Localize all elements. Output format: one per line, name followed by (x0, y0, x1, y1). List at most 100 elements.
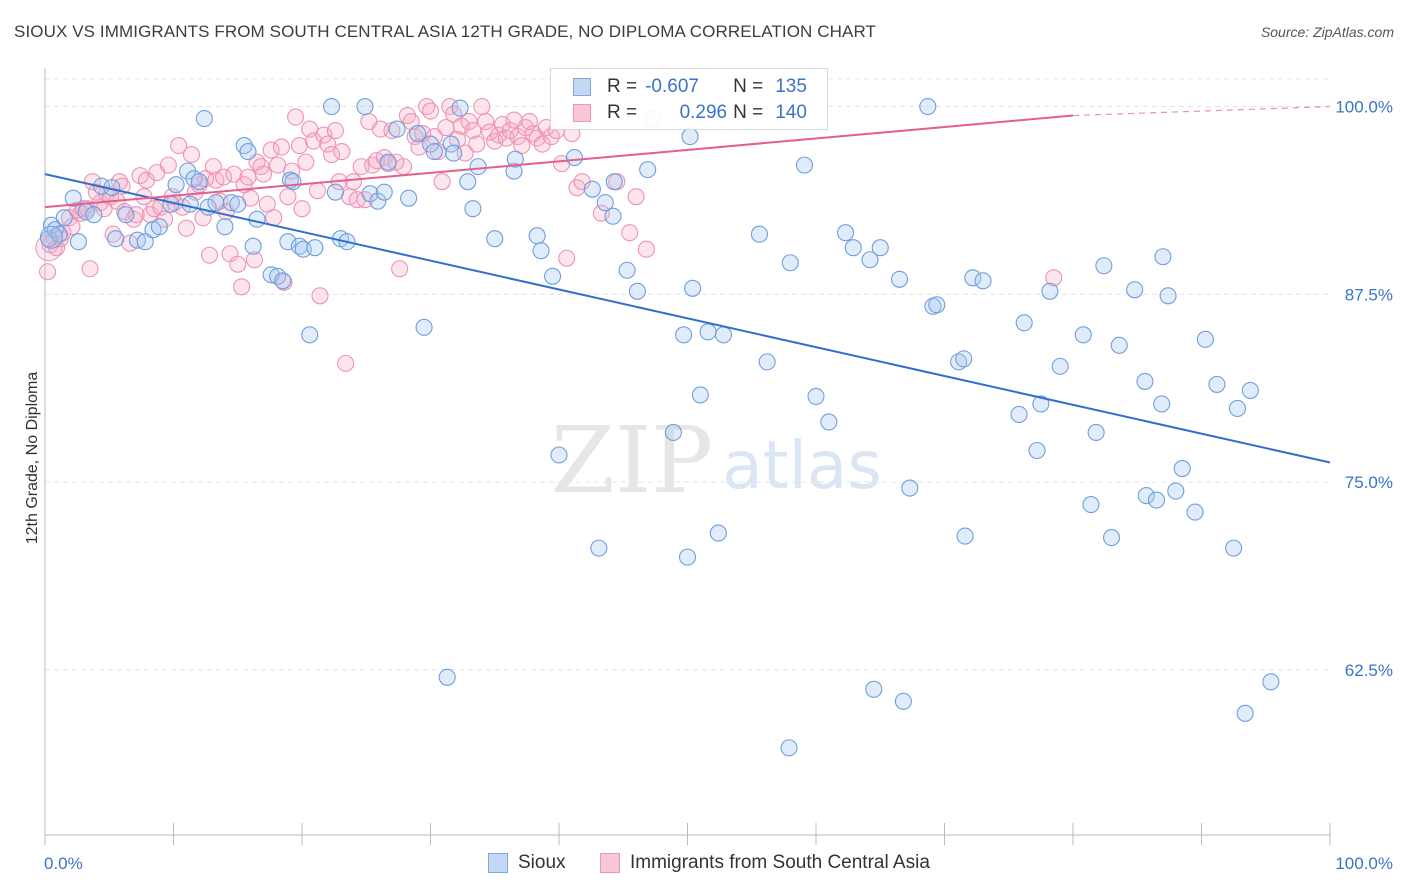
data-point-sioux (69, 233, 87, 251)
data-point-sioux (1082, 496, 1100, 514)
data-point-immigrants (421, 102, 440, 120)
data-point-immigrants (326, 122, 344, 140)
series-immigrants-south-central-asia (35, 97, 1063, 372)
data-point-sioux (185, 170, 203, 188)
data-point-immigrants (323, 146, 341, 164)
data-point-immigrants (279, 188, 297, 206)
data-point-sioux (506, 150, 524, 168)
data-point-immigrants (456, 144, 474, 162)
data-point-sioux (375, 183, 393, 201)
data-point-sioux (400, 189, 418, 207)
y-tick-label: 87.5% (1345, 285, 1393, 304)
data-point-sioux (684, 279, 702, 297)
data-point-sioux (1196, 330, 1214, 348)
legend-n-label: N = (733, 102, 764, 123)
data-point-immigrants (311, 287, 329, 305)
legend-n-value: 140 (775, 102, 807, 123)
data-point-sioux (956, 527, 974, 545)
data-point-sioux (207, 194, 225, 212)
data-point-immigrants (159, 156, 177, 174)
legend-swatch-immigrants (573, 104, 591, 122)
y-tick-label: 100.0% (1335, 98, 1393, 117)
data-point-sioux (438, 668, 456, 686)
data-point-sioux (628, 282, 646, 300)
data-point-immigrants (391, 260, 409, 278)
data-point-sioux (1262, 673, 1280, 691)
watermark: ZIP atlas (551, 407, 882, 514)
data-point-sioux (409, 125, 427, 143)
data-point-sioux (425, 143, 443, 161)
data-point-immigrants (319, 135, 337, 153)
data-point-sioux (820, 413, 838, 431)
data-point-sioux (1032, 395, 1050, 413)
legend-item-immigrants[interactable]: Immigrants from South Central Asia (600, 852, 930, 874)
data-point-immigrants (445, 105, 463, 123)
data-point-sioux (379, 153, 397, 171)
data-point-sioux (50, 225, 68, 243)
data-point-immigrants (297, 153, 315, 171)
data-point-immigrants (308, 182, 326, 200)
data-point-immigrants (627, 188, 645, 206)
data-point-immigrants (269, 156, 287, 174)
data-point-sioux (486, 230, 504, 248)
legend-swatch-sioux (488, 853, 508, 873)
data-point-sioux (807, 387, 825, 405)
legend-row-sioux: R = -0.607 N = 135 (573, 75, 807, 99)
legend-item-sioux[interactable]: Sioux (488, 852, 566, 874)
trend-lines (44, 105, 1331, 464)
data-point-sioux (388, 120, 406, 138)
data-point-sioux (195, 110, 213, 128)
data-point-sioux (781, 254, 799, 272)
data-point-immigrants (215, 168, 233, 186)
data-point-sioux (1041, 282, 1059, 300)
data-point-sioux (871, 239, 889, 257)
legend-swatch-immigrants (600, 853, 620, 873)
data-point-immigrants (1045, 269, 1063, 287)
data-point-sioux (1167, 482, 1185, 500)
data-point-immigrants (225, 165, 243, 183)
data-point-sioux (239, 143, 257, 161)
data-point-sioux (639, 161, 657, 179)
legend-r-label: R = (607, 76, 638, 97)
data-point-sioux (190, 173, 208, 191)
data-point-sioux (269, 267, 287, 285)
data-point-sioux (150, 218, 168, 236)
data-point-immigrants (477, 113, 495, 131)
data-point-sioux (681, 128, 699, 146)
data-point-immigrants (39, 263, 57, 281)
data-point-sioux (85, 206, 103, 224)
data-point-immigrants (287, 108, 305, 126)
data-point-immigrants (200, 246, 219, 264)
data-point-immigrants (464, 122, 482, 140)
data-point-sioux (974, 272, 992, 290)
data-point-sioux (248, 210, 266, 228)
data-point-sioux (590, 539, 608, 557)
watermark-zip: ZIP (551, 407, 713, 514)
data-point-sioux (356, 97, 374, 116)
data-point-sioux (861, 251, 879, 269)
data-point-sioux (675, 326, 693, 344)
data-point-sioux (1028, 441, 1046, 460)
data-point-immigrants (468, 135, 486, 153)
data-point-sioux (950, 353, 968, 371)
data-point-immigrants (145, 200, 163, 218)
data-point-sioux (795, 156, 813, 174)
data-point-sioux (229, 195, 247, 213)
data-point-sioux (1103, 529, 1121, 547)
data-point-immigrants (239, 168, 257, 186)
data-point-sioux (865, 680, 883, 698)
data-point-sioux (596, 194, 614, 212)
data-point-immigrants (290, 137, 308, 155)
data-point-sioux (464, 200, 482, 218)
data-point-immigrants (337, 354, 355, 372)
data-point-sioux (1208, 375, 1226, 393)
data-point-immigrants (229, 255, 247, 273)
data-point-sioux (618, 261, 636, 279)
data-point-sioux (928, 296, 946, 314)
data-point-sioux (901, 479, 919, 497)
data-point-immigrants (558, 249, 576, 267)
data-point-sioux (39, 225, 63, 249)
data-point-sioux (955, 350, 973, 368)
data-point-immigrants (481, 123, 499, 141)
